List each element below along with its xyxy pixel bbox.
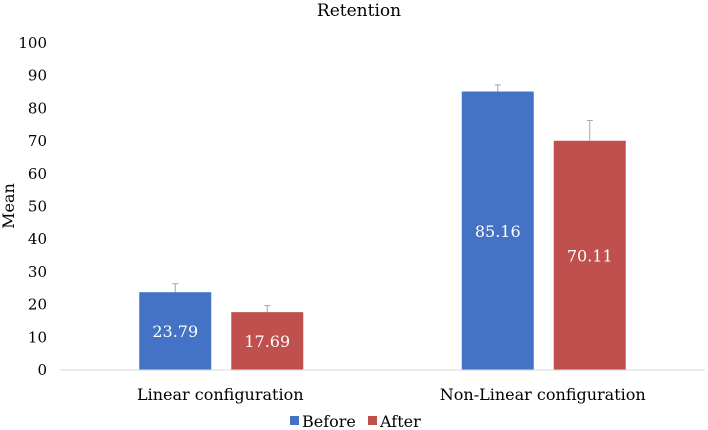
legend: Before After [290,412,421,430]
bar-before-2 [461,91,534,371]
x-axis-categories: Linear configuration Non-Linear configura… [137,385,646,404]
legend-swatch-before [290,416,299,425]
data-label: 70.11 [567,246,613,265]
y-tick-label: 70 [28,132,47,150]
bar-after-2 [553,140,626,370]
data-label: 17.69 [244,332,290,351]
y-axis-ticks: 0 10 20 30 40 50 60 70 80 90 100 [18,34,47,379]
legend-label-after: After [379,412,421,430]
y-axis-label: Mean [0,183,18,229]
legend-label-before: Before [302,412,356,430]
data-label: 23.79 [152,322,198,341]
y-tick-label: 90 [28,67,47,85]
x-category-label: Linear configuration [137,385,304,404]
chart-title: Retention [317,1,401,21]
y-tick-label: 10 [28,328,47,346]
data-label: 85.16 [475,222,521,241]
y-tick-label: 100 [18,34,47,52]
y-tick-label: 50 [28,198,47,216]
x-category-label: Non-Linear configuration [440,385,646,404]
y-tick-label: 0 [37,361,47,379]
bar-before-1 [139,292,212,370]
y-tick-label: 60 [28,165,47,183]
bar-after-1 [231,312,304,370]
y-tick-label: 80 [28,99,47,117]
y-tick-label: 30 [28,263,47,281]
y-tick-label: 40 [28,230,47,248]
y-tick-label: 20 [28,296,47,314]
bars-group: 23.79 17.69 85.16 70.11 [139,84,626,371]
legend-swatch-after [368,416,377,425]
